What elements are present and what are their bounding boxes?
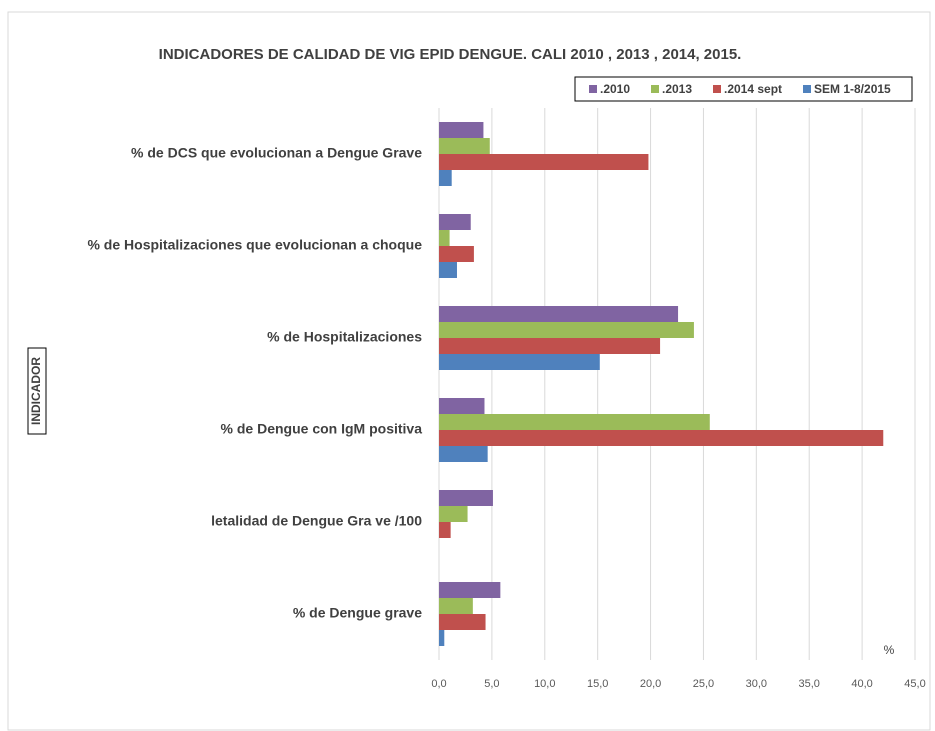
bar bbox=[439, 322, 694, 338]
bar bbox=[439, 354, 600, 370]
bar bbox=[439, 414, 710, 430]
bar bbox=[439, 490, 493, 506]
legend-swatch bbox=[589, 85, 597, 93]
category-label: % de Dengue con IgM positiva bbox=[221, 421, 423, 437]
bar bbox=[439, 398, 485, 414]
bar bbox=[439, 230, 450, 246]
category-label: % de DCS que evolucionan a Dengue Grave bbox=[131, 145, 422, 161]
legend-swatch bbox=[651, 85, 659, 93]
legend-label: .2014 sept bbox=[724, 82, 782, 96]
category-label: letalidad de Dengue Gra ve /100 bbox=[211, 513, 422, 529]
bar bbox=[439, 154, 649, 170]
x-tick-label: 30,0 bbox=[746, 678, 767, 690]
bar bbox=[439, 430, 884, 446]
bar bbox=[439, 506, 468, 522]
bar bbox=[439, 170, 452, 186]
x-tick-label: 15,0 bbox=[587, 678, 608, 690]
x-tick-label: 40,0 bbox=[851, 678, 872, 690]
chart-title: INDICADORES DE CALIDAD DE VIG EPID DENGU… bbox=[159, 46, 742, 63]
y-axis-label: INDICADOR bbox=[29, 357, 43, 425]
x-axis-label: % bbox=[884, 643, 895, 657]
category-label: % de Dengue grave bbox=[293, 605, 422, 621]
x-tick-label: 35,0 bbox=[799, 678, 820, 690]
bar bbox=[439, 598, 473, 614]
legend-label: SEM 1-8/2015 bbox=[814, 82, 891, 96]
x-tick-label: 45,0 bbox=[904, 678, 925, 690]
bar bbox=[439, 446, 488, 462]
bar bbox=[439, 246, 474, 262]
bar bbox=[439, 214, 471, 230]
bar bbox=[439, 582, 501, 598]
bar bbox=[439, 306, 679, 322]
category-label: % de Hospitalizaciones que evolucionan a… bbox=[87, 237, 422, 253]
legend-label: .2013 bbox=[662, 82, 692, 96]
x-tick-label: 10,0 bbox=[534, 678, 555, 690]
chart-border bbox=[7, 11, 931, 731]
bar bbox=[439, 630, 445, 646]
x-tick-label: 25,0 bbox=[693, 678, 714, 690]
x-tick-label: 0,0 bbox=[431, 678, 446, 690]
category-label: % de Hospitalizaciones bbox=[267, 329, 422, 345]
legend-box bbox=[574, 76, 913, 102]
bar bbox=[439, 614, 486, 630]
bar bbox=[439, 338, 661, 354]
legend-label: .2010 bbox=[600, 82, 630, 96]
bar bbox=[439, 122, 484, 138]
y-label-box bbox=[27, 347, 47, 435]
bar bbox=[439, 262, 457, 278]
legend-swatch bbox=[713, 85, 721, 93]
bar bbox=[439, 138, 490, 154]
x-tick-label: 5,0 bbox=[484, 678, 499, 690]
legend-swatch bbox=[803, 85, 811, 93]
x-tick-label: 20,0 bbox=[640, 678, 661, 690]
bar bbox=[439, 522, 451, 538]
